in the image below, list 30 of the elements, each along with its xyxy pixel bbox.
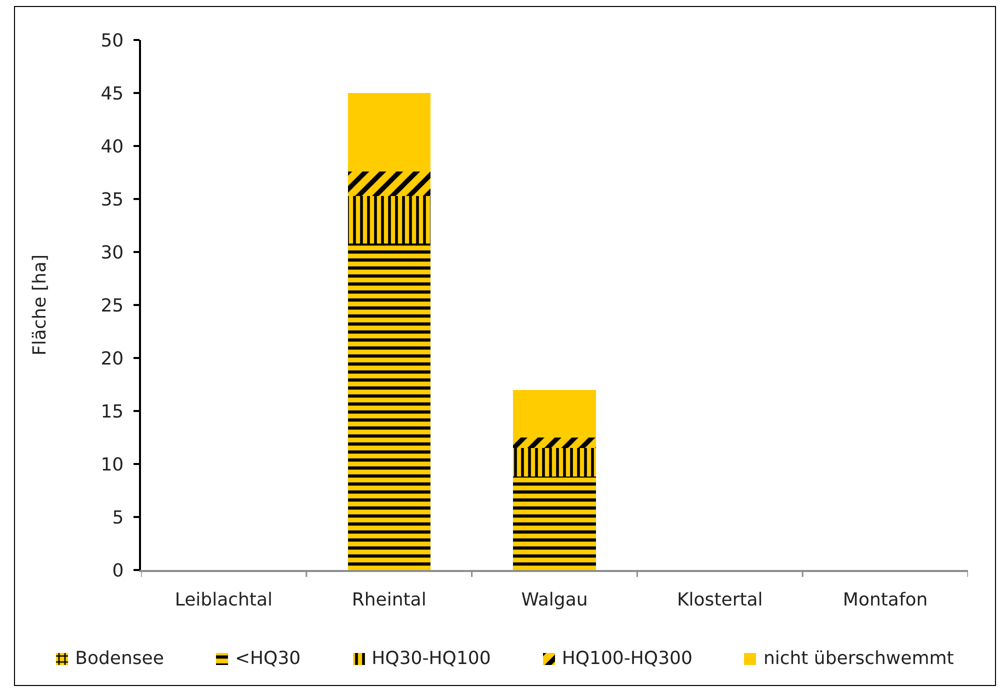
x-tick-label: Montafon <box>842 590 928 611</box>
y-tick-label: 35 <box>100 189 124 210</box>
legend-label: <HQ30 <box>234 648 301 669</box>
y-tick-label: 5 <box>112 507 124 528</box>
bar <box>513 448 596 477</box>
y-tick-label: 0 <box>112 560 124 582</box>
x-tick-label: Leiblachtal <box>174 590 273 611</box>
legend-label: nicht überschwemmt <box>763 648 954 669</box>
y-tick-label: 10 <box>100 454 124 476</box>
bar <box>348 244 430 570</box>
bar <box>348 93 430 172</box>
legend-label: HQ100-HQ300 <box>562 648 692 669</box>
y-tick-label: 15 <box>100 401 124 422</box>
y-axis-title: Fläche [ha] <box>29 254 50 356</box>
y-tick-label: 30 <box>100 242 124 264</box>
bar <box>348 196 430 244</box>
x-tick-label: Klostertal <box>676 590 763 611</box>
x-tick-label: Rheintal <box>352 590 426 611</box>
y-tick-label: 45 <box>100 83 124 104</box>
bar <box>348 171 430 196</box>
y-tick-label: 40 <box>100 136 124 158</box>
bar <box>513 476 596 570</box>
x-tick-label: Walgau <box>521 590 588 611</box>
legend-label: HQ30-HQ100 <box>372 648 491 669</box>
y-tick-label: 20 <box>100 348 124 370</box>
y-tick-label: 25 <box>100 295 124 316</box>
bar <box>513 390 596 438</box>
legend-label: Bodensee <box>75 648 164 669</box>
y-tick-label: 50 <box>100 30 124 52</box>
bar <box>513 438 596 448</box>
